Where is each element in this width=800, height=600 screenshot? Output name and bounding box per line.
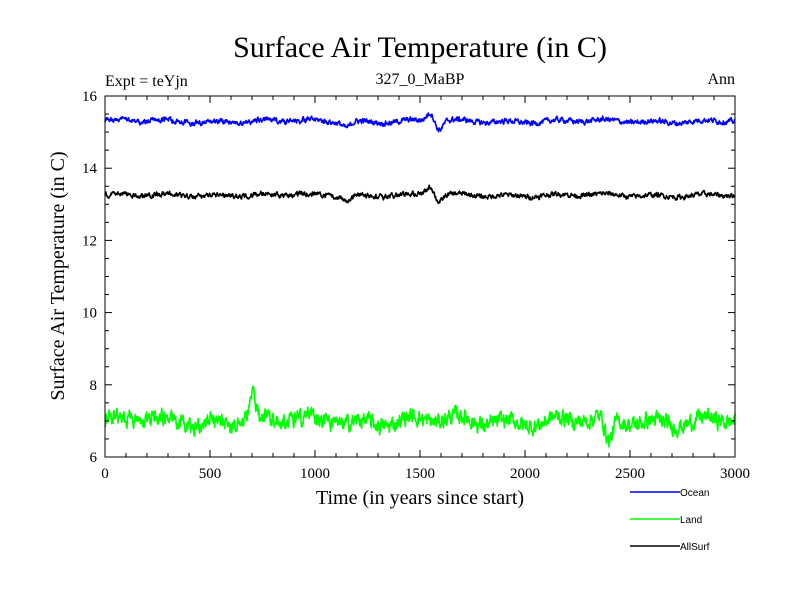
y-axis-label: Surface Air Temperature (in C) [47,151,69,400]
period-label: 327_0_MaBP [376,71,465,88]
series-line-allsurf [104,184,736,205]
y-tick-label: 6 [90,450,98,466]
x-tick-label: 2500 [615,466,645,482]
y-tick-label: 10 [82,306,97,322]
x-axis-label: Time (in years since start) [316,487,524,509]
y-tick-label: 14 [82,161,98,177]
y-tick-label: 12 [82,233,97,249]
chart-title: Surface Air Temperature (in C) [233,31,607,64]
x-tick-label: 1500 [405,466,435,482]
x-tick-label: 1000 [300,466,330,482]
series-layer [104,112,736,448]
x-tick-label: 2000 [510,466,540,482]
experiment-label: Expt = teYjn [105,73,188,90]
season-label: Ann [707,71,735,88]
x-tick-label: 0 [101,466,109,482]
y-tick-label: 16 [82,89,98,105]
legend-label-ocean: Ocean [680,488,709,499]
series-line-ocean [104,112,736,133]
x-tick-label: 3000 [720,466,750,482]
legend-label-land: Land [680,515,702,526]
legend-label-allsurf: AllSurf [680,542,710,553]
ticks-layer: 0 500 1000 1500 2000 2500 3000 6 8 10 12 14 16 [82,89,750,482]
y-tick-label: 8 [90,378,98,394]
plot-frame [104,95,736,458]
x-tick-label: 500 [199,466,222,482]
legend: Ocean Land AllSurf [630,488,710,553]
series-line-land [104,385,736,448]
